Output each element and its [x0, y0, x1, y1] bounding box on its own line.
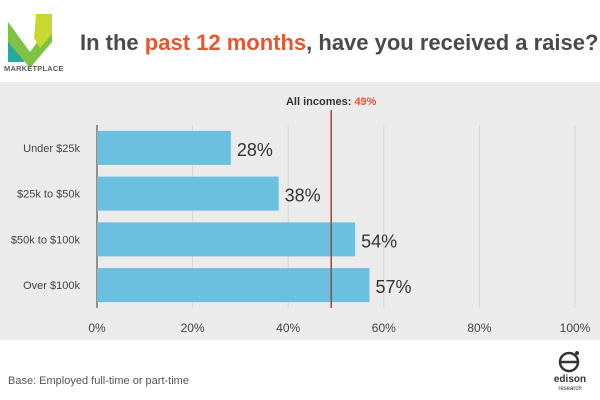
- bar: [97, 222, 356, 257]
- x-tick-label: 40%: [276, 321, 300, 335]
- reference-label: All incomes: 49%: [286, 96, 377, 108]
- marketplace-logo: [8, 14, 52, 68]
- reference-label-prefix: All incomes:: [286, 96, 354, 108]
- title-highlight: past 12 months: [144, 30, 307, 55]
- category-label: Over $100k: [23, 280, 80, 292]
- category-labels: Under $25k $25k to $50k $50k to $100k Over …: [11, 143, 81, 292]
- reference-value: 49%: [354, 96, 376, 108]
- bar-value-label: 57%: [375, 277, 411, 297]
- base-note: Base: Employed full-time or part-time: [8, 375, 189, 387]
- x-tick-label: 60%: [372, 321, 396, 335]
- title-pre: In the: [80, 30, 145, 55]
- category-label: Under $25k: [23, 143, 80, 155]
- bar: [97, 268, 370, 303]
- category-label: $50k to $100k: [11, 234, 81, 246]
- bar: [97, 176, 279, 211]
- logo-text: MARKETPLACE: [4, 64, 64, 73]
- bar-value-label: 28%: [237, 140, 273, 160]
- bar-value-label: 38%: [285, 186, 321, 206]
- x-tick-label: 100%: [560, 321, 591, 335]
- bar-value-label: 54%: [361, 231, 397, 251]
- chart-header: MARKETPLACE In the past 12 months, have …: [0, 0, 600, 82]
- category-label: $25k to $50k: [17, 189, 80, 201]
- x-tick-labels: 0% 20% 40% 60% 80% 100%: [88, 321, 590, 335]
- title-post: , have you received a raise?: [306, 30, 599, 55]
- edison-research-logo: edison research: [554, 351, 586, 392]
- bar: [97, 130, 231, 165]
- x-tick-label: 80%: [467, 321, 491, 335]
- research-text: research: [558, 386, 581, 392]
- bars: 28% 38% 54% 57%: [97, 130, 411, 303]
- edison-text: edison: [554, 374, 586, 385]
- x-tick-label: 0%: [88, 321, 106, 335]
- chart-title: In the past 12 months, have you received…: [80, 30, 598, 56]
- x-tick-label: 20%: [181, 321, 205, 335]
- reference-group: All incomes: 49%: [286, 96, 377, 308]
- bar-chart: 28% 38% 54% 57% All incomes: 49% Under $25k…: [11, 96, 591, 335]
